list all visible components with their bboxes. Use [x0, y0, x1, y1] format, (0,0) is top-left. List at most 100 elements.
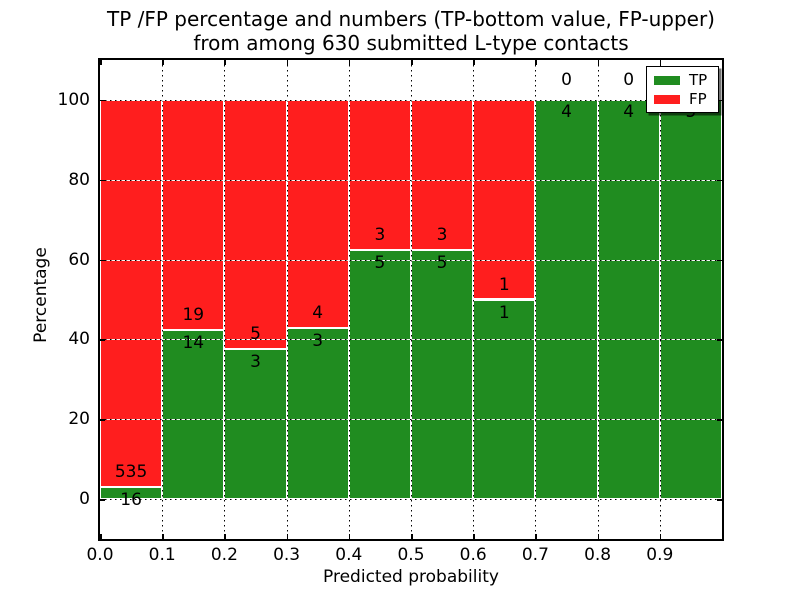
- y-tick-mark: [717, 499, 722, 501]
- horizontal-gridline: [100, 339, 722, 341]
- x-tick-label: 0.9: [646, 545, 674, 565]
- fp-count-label: 3: [374, 224, 386, 245]
- horizontal-gridline: [100, 179, 722, 181]
- y-tick-label: 60: [68, 249, 90, 270]
- horizontal-gridline: [100, 419, 722, 421]
- tp-bar-segment: [224, 349, 287, 500]
- x-tick-label: 0.0: [86, 545, 114, 565]
- tp-bar-segment: [286, 328, 349, 500]
- x-tick-mark: [348, 60, 351, 65]
- tp-count-label: 14: [182, 332, 205, 353]
- chart-title-line1: TP /FP percentage and numbers (TP-bottom…: [107, 7, 715, 31]
- fp-bar-segment: [473, 99, 536, 300]
- x-tick-mark: [659, 60, 662, 65]
- x-tick-mark: [100, 60, 102, 65]
- fp-bar-segment: [224, 99, 287, 350]
- fp-count-label: 3: [436, 224, 448, 245]
- y-tick-mark: [100, 179, 105, 182]
- x-axis-label: Predicted probability: [323, 567, 499, 587]
- vertical-gridline: [411, 60, 412, 539]
- x-tick-mark: [162, 60, 164, 65]
- tp-bar-segment: [597, 99, 660, 500]
- tp-count-label: 5: [374, 252, 386, 273]
- y-tick-mark: [100, 499, 105, 501]
- tp-legend-label: TP: [689, 71, 708, 89]
- x-tick-mark: [597, 534, 600, 539]
- y-tick-mark: [100, 259, 105, 262]
- tp-count-label: 1: [498, 302, 510, 323]
- tp-bar-segment: [659, 99, 722, 500]
- fp-count-label: 1: [498, 274, 510, 295]
- x-tick-label: 0.5: [397, 545, 425, 565]
- tp-bar-segment: [162, 329, 225, 500]
- x-tick-mark: [411, 534, 413, 539]
- y-tick-label: 0: [79, 489, 90, 510]
- y-tick-mark: [717, 179, 722, 182]
- fp-legend-label: FP: [689, 90, 707, 108]
- vertical-gridline: [597, 60, 599, 539]
- x-tick-mark: [535, 534, 537, 539]
- x-tick-mark: [473, 534, 475, 539]
- vertical-gridline: [348, 60, 350, 539]
- y-axis-label: Percentage: [31, 247, 51, 343]
- x-tick-mark: [348, 534, 351, 539]
- x-tick-mark: [659, 534, 662, 539]
- tp-bar-segment: [100, 487, 163, 500]
- tp-legend-swatch: [654, 75, 680, 85]
- x-tick-mark: [162, 534, 164, 539]
- fp-count-label: 535: [114, 462, 148, 483]
- x-tick-label: 0.3: [273, 545, 301, 565]
- vertical-gridline: [286, 60, 288, 539]
- vertical-gridline: [535, 60, 537, 539]
- fp-count-label: 0: [561, 69, 572, 90]
- fp-count-label: 19: [182, 304, 205, 325]
- legend-item-fp: FP: [654, 91, 711, 107]
- vertical-gridline: [224, 60, 226, 539]
- x-tick-mark: [535, 60, 537, 65]
- horizontal-gridline: [100, 99, 722, 101]
- x-tick-label: 0.8: [584, 545, 612, 565]
- legend-item-tp: TP: [654, 72, 711, 88]
- y-tick-mark: [717, 99, 722, 102]
- vertical-gridline: [473, 60, 475, 539]
- tp-bar-segment: [473, 299, 536, 500]
- y-tick-mark: [100, 419, 105, 421]
- y-tick-mark: [100, 339, 105, 341]
- x-tick-mark: [597, 60, 600, 65]
- vertical-gridline: [659, 60, 661, 539]
- tp-count-label: 3: [250, 352, 261, 373]
- tp-count-label: 16: [120, 490, 142, 511]
- y-tick-label: 40: [68, 329, 90, 350]
- fp-count-label: 0: [623, 69, 635, 90]
- x-tick-label: 0.6: [459, 545, 487, 565]
- horizontal-gridline: [100, 499, 722, 501]
- x-tick-mark: [224, 60, 226, 65]
- tp-count-label: 5: [436, 252, 448, 273]
- vertical-gridline: [162, 60, 164, 539]
- x-tick-mark: [286, 534, 289, 539]
- chart-title-line2: from among 630 submitted L-type contacts: [193, 31, 629, 55]
- legend: TP FP: [646, 66, 719, 113]
- y-tick-mark: [717, 419, 722, 421]
- fp-bar-segment: [100, 99, 163, 488]
- x-tick-mark: [224, 534, 226, 539]
- y-tick-label: 20: [68, 409, 90, 430]
- fp-legend-swatch: [654, 94, 680, 104]
- x-tick-mark: [473, 60, 475, 65]
- x-tick-mark: [100, 534, 102, 539]
- x-tick-label: 0.7: [521, 545, 549, 565]
- x-tick-mark: [286, 60, 289, 65]
- y-tick-mark: [717, 259, 722, 262]
- x-tick-label: 0.4: [335, 545, 363, 565]
- x-tick-label: 0.2: [210, 545, 238, 565]
- tp-bar-segment: [411, 249, 474, 500]
- y-tick-mark: [717, 339, 722, 341]
- fp-bar-segment: [162, 99, 225, 330]
- tp-count-label: 3: [312, 331, 324, 351]
- horizontal-gridline: [100, 259, 722, 261]
- tp-bar-segment: [535, 99, 598, 500]
- fp-bar-segment: [286, 99, 349, 328]
- tp-bar-segment: [348, 249, 411, 500]
- x-tick-label: 0.1: [148, 545, 176, 565]
- tp-count-label: 4: [561, 101, 572, 122]
